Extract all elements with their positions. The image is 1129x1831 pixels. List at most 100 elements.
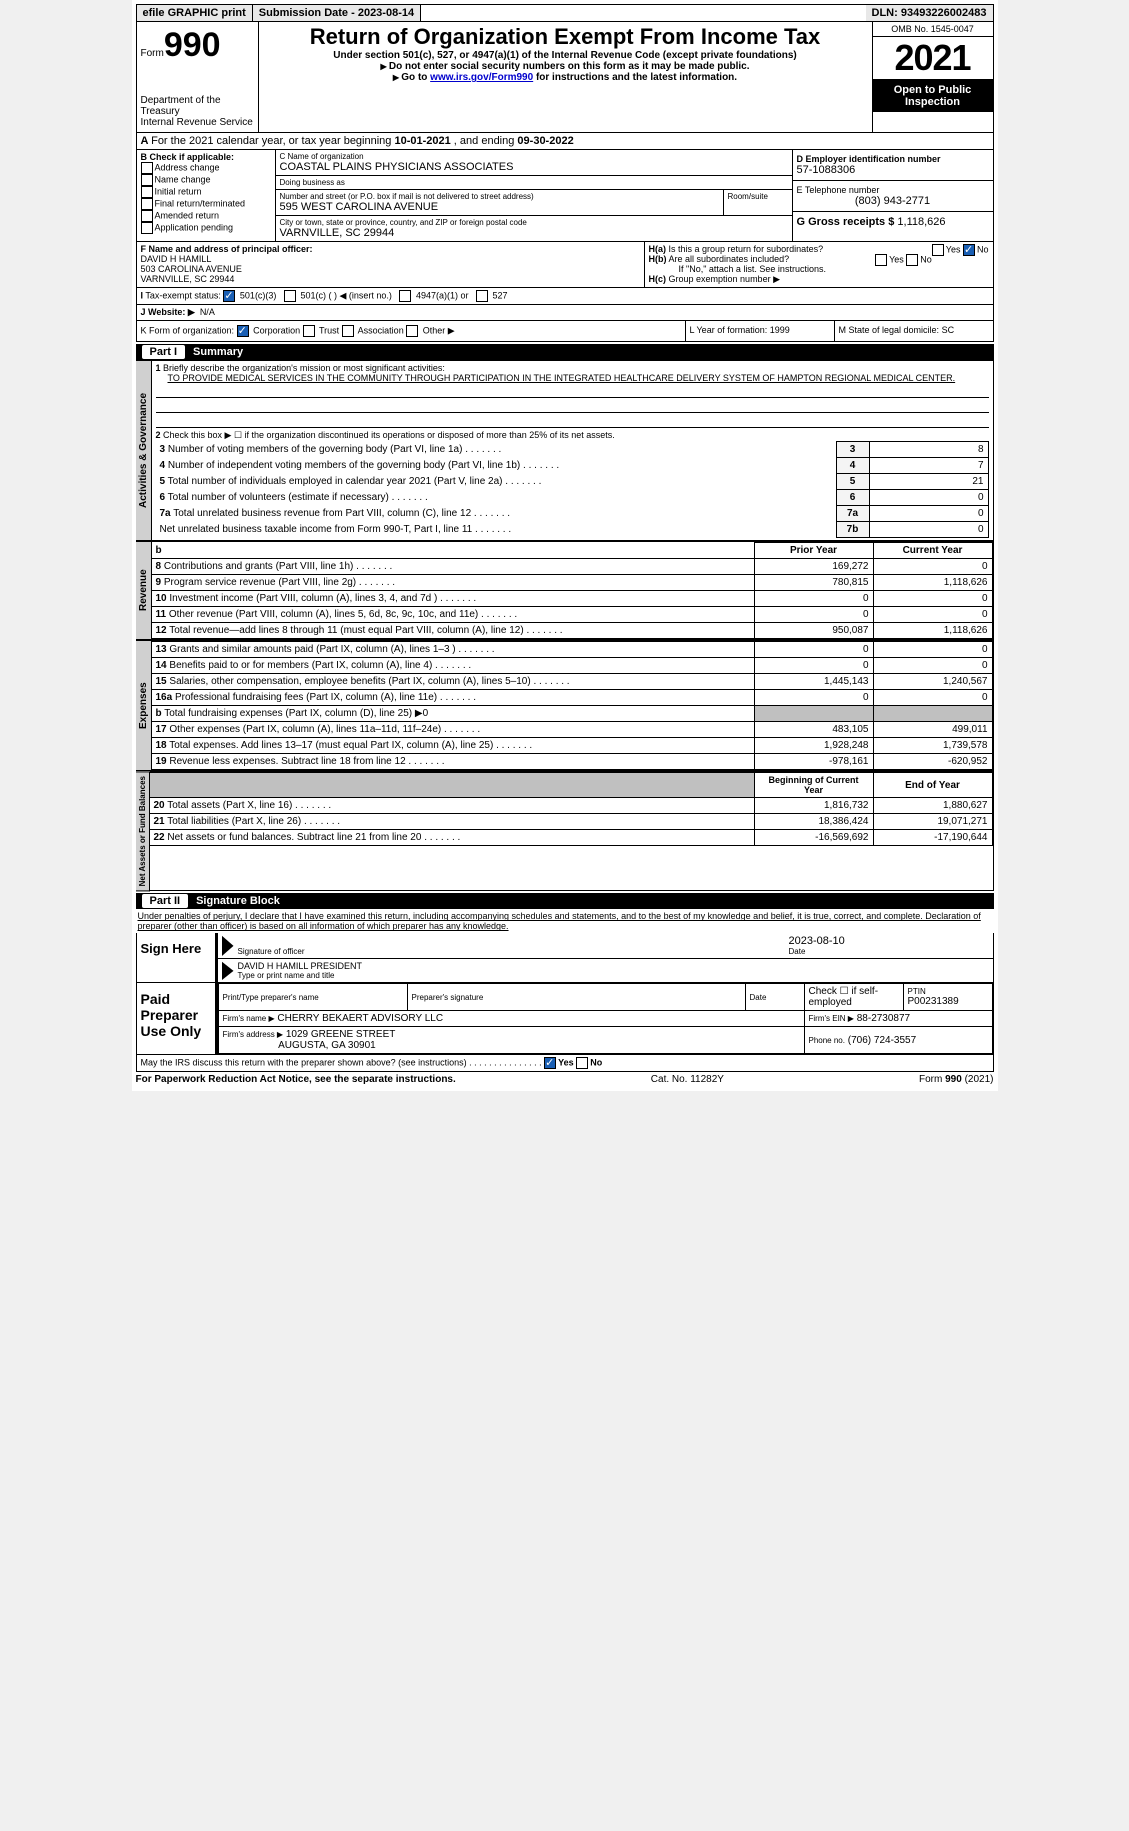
chk-other[interactable]	[406, 325, 418, 337]
part1-bar: Part ISummary	[136, 344, 994, 360]
type-name-label: Type or print name and title	[238, 971, 989, 980]
cat-no: Cat. No. 11282Y	[651, 1074, 724, 1085]
prior-year-hdr: Prior Year	[754, 543, 873, 559]
desc-line	[156, 385, 989, 398]
tax-year: 2021	[873, 37, 993, 80]
open-to-public: Open to Public Inspection	[873, 80, 993, 112]
chk-501c[interactable]	[284, 290, 296, 302]
gross-receipts: 1,118,626	[897, 216, 945, 228]
firm-ein: 88-2730877	[857, 1013, 910, 1024]
Hb-yes[interactable]	[875, 254, 887, 266]
table-row: 3 Number of voting members of the govern…	[156, 442, 989, 458]
chk-501c3[interactable]	[223, 290, 235, 302]
city: VARNVILLE, SC 29944	[280, 227, 788, 239]
chk-4947[interactable]	[399, 290, 411, 302]
table-row: 7a Total unrelated business revenue from…	[156, 506, 989, 522]
discuss-no[interactable]	[576, 1057, 588, 1069]
firm-name: CHERRY BEKAERT ADVISORY LLC	[277, 1013, 443, 1024]
box-DEG: D Employer identification number57-10883…	[792, 150, 993, 241]
street: 595 WEST CAROLINA AVENUE	[280, 201, 719, 213]
chk-trust[interactable]	[303, 325, 315, 337]
efile-print[interactable]: efile GRAPHIC print	[137, 5, 253, 21]
part2-num: Part II	[142, 894, 189, 908]
table-row: 14 Benefits paid to or for members (Part…	[152, 658, 993, 674]
tab-netassets: Net Assets or Fund Balances	[136, 771, 150, 891]
line-J: J Website: ▶ N/A	[136, 305, 994, 321]
table-row: 18 Total expenses. Add lines 13–17 (must…	[152, 738, 993, 754]
state-domicile: SC	[942, 325, 955, 335]
ein-label: D Employer identification number	[797, 154, 941, 164]
irs-link[interactable]: www.irs.gov/Form990	[430, 72, 533, 83]
revenue-table: bPrior YearCurrent Year 8 Contributions …	[152, 542, 993, 639]
expenses-table: 13 Grants and similar amounts paid (Part…	[152, 641, 993, 770]
activities-governance: Activities & Governance 1 Briefly descri…	[136, 360, 994, 541]
desc-line	[156, 415, 989, 428]
firm-ein-label: Firm's EIN ▶	[809, 1014, 854, 1023]
header-mid: Return of Organization Exempt From Incom…	[259, 22, 872, 132]
sign-here-block: Sign Here Signature of officer 2023-08-1…	[136, 933, 994, 983]
table-row: 16a Professional fundraising fees (Part …	[152, 690, 993, 706]
Hb-no[interactable]	[906, 254, 918, 266]
form-number: Form990	[141, 26, 254, 65]
chk-app-pending[interactable]	[141, 222, 153, 234]
chk-initial-return[interactable]	[141, 186, 153, 198]
paid-preparer-block: Paid Preparer Use Only Print/Type prepar…	[136, 983, 994, 1055]
irs: Internal Revenue Service	[141, 117, 254, 128]
part1-num: Part I	[142, 345, 186, 359]
table-row: 4 Number of independent voting members o…	[156, 458, 989, 474]
sig-officer-label: Signature of officer	[238, 947, 789, 956]
street-label: Number and street (or P.O. box if mail i…	[280, 192, 719, 201]
chk-527[interactable]	[476, 290, 488, 302]
submission-date: Submission Date - 2023-08-14	[253, 5, 421, 21]
part2-bar: Part IISignature Block	[136, 893, 994, 909]
paperwork-notice: For Paperwork Reduction Act Notice, see …	[136, 1074, 456, 1085]
I-label: Tax-exempt status:	[145, 290, 221, 300]
gross-label: G Gross receipts $	[797, 216, 895, 228]
table-row: 20 Total assets (Part X, line 16) . . . …	[150, 798, 993, 814]
sign-arrow-icon	[222, 961, 234, 980]
M-label: M State of legal domicile:	[839, 325, 940, 335]
firm-phone: (706) 724-3557	[848, 1035, 916, 1046]
chk-corp[interactable]	[237, 325, 249, 337]
chk-final-return[interactable]	[141, 198, 153, 210]
footer: For Paperwork Reduction Act Notice, see …	[136, 1072, 994, 1087]
org-name: COASTAL PLAINS PHYSICIANS ASSOCIATES	[280, 161, 788, 173]
discuss-text: May the IRS discuss this return with the…	[141, 1058, 467, 1068]
L-label: L Year of formation:	[690, 325, 768, 335]
firm-addr-label: Firm's address ▶	[223, 1030, 284, 1039]
prep-date-label: Date	[750, 993, 800, 1002]
city-label: City or town, state or province, country…	[280, 218, 788, 227]
chk-address-change[interactable]	[141, 162, 153, 174]
firm-addr2: AUGUSTA, GA 30901	[278, 1040, 376, 1051]
desc-line	[156, 400, 989, 413]
prep-sig-label: Preparer's signature	[412, 993, 741, 1002]
chk-name-change[interactable]	[141, 174, 153, 186]
table-row: 10 Investment income (Part VIII, column …	[152, 591, 993, 607]
Ha-no[interactable]	[963, 244, 975, 256]
firm-phone-label: Phone no.	[809, 1036, 845, 1045]
chk-amended[interactable]	[141, 210, 153, 222]
table-row: 6 Total number of volunteers (estimate i…	[156, 490, 989, 506]
section-FH: F Name and address of principal officer:…	[136, 242, 994, 288]
line-I: I Tax-exempt status: 501(c)(3) 501(c) ( …	[136, 288, 994, 305]
discuss-yes[interactable]	[544, 1057, 556, 1069]
box-H: H(a) Is this a group return for subordin…	[645, 242, 993, 287]
table-row: 15 Salaries, other compensation, employe…	[152, 674, 993, 690]
tab-activities: Activities & Governance	[136, 360, 152, 541]
Hb-label: Are all subordinates included?	[669, 254, 790, 264]
sign-arrow-icon	[222, 935, 234, 956]
table-row: 22 Net assets or fund balances. Subtract…	[150, 830, 993, 846]
officer-addr1: 503 CAROLINA AVENUE	[141, 264, 640, 274]
chk-assoc[interactable]	[342, 325, 354, 337]
netassets-section: Net Assets or Fund Balances Beginning of…	[136, 771, 994, 891]
K-label: K Form of organization:	[141, 325, 235, 335]
ssn-note: Do not enter social security numbers on …	[263, 61, 868, 72]
table-row: 8 Contributions and grants (Part VIII, l…	[152, 559, 993, 575]
officer-printed: DAVID H HAMILL PRESIDENT	[238, 961, 989, 971]
Ha-yes[interactable]	[932, 244, 944, 256]
box-C: C Name of organizationCOASTAL PLAINS PHY…	[276, 150, 792, 241]
q2: Check this box ▶ ☐ if the organization d…	[163, 430, 615, 440]
B-label: B Check if applicable:	[141, 152, 235, 162]
gov-table: 3 Number of voting members of the govern…	[156, 441, 989, 538]
table-row: 11 Other revenue (Part VIII, column (A),…	[152, 607, 993, 623]
